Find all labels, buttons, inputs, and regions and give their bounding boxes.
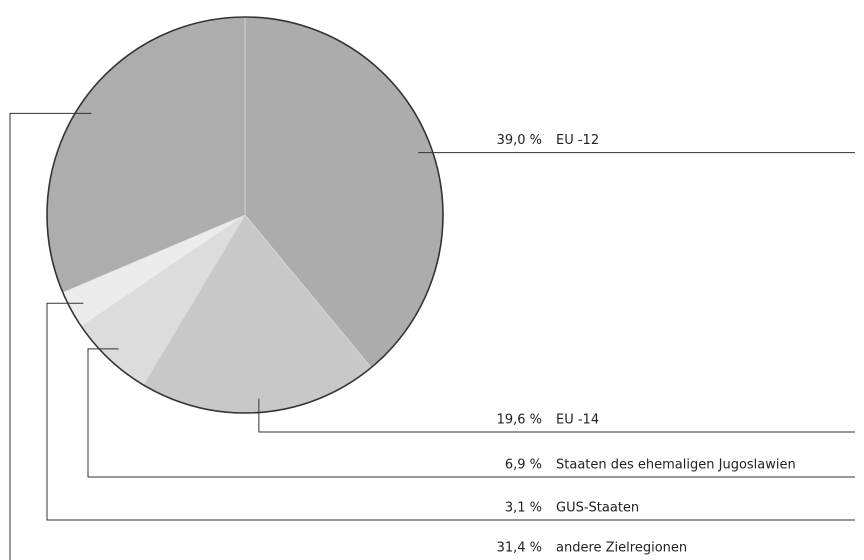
leader-line bbox=[87, 348, 855, 478]
category-label: Staaten des ehemaligen Jugoslawien bbox=[556, 458, 796, 473]
category-label: GUS-Staaten bbox=[556, 501, 639, 516]
value-label: 3,1 % bbox=[505, 501, 542, 516]
value-label: 39,0 % bbox=[497, 133, 542, 148]
pie-outline bbox=[46, 16, 444, 414]
value-label: 31,4 % bbox=[497, 541, 542, 556]
leader-line bbox=[258, 398, 855, 433]
leader-line bbox=[9, 112, 92, 560]
category-label: EU -12 bbox=[556, 133, 599, 148]
value-label: 6,9 % bbox=[505, 458, 542, 473]
category-label: andere Zielregionen bbox=[556, 541, 687, 556]
value-label: 19,6 % bbox=[497, 413, 542, 428]
leader-line bbox=[46, 302, 855, 521]
category-label: EU -14 bbox=[556, 413, 599, 428]
